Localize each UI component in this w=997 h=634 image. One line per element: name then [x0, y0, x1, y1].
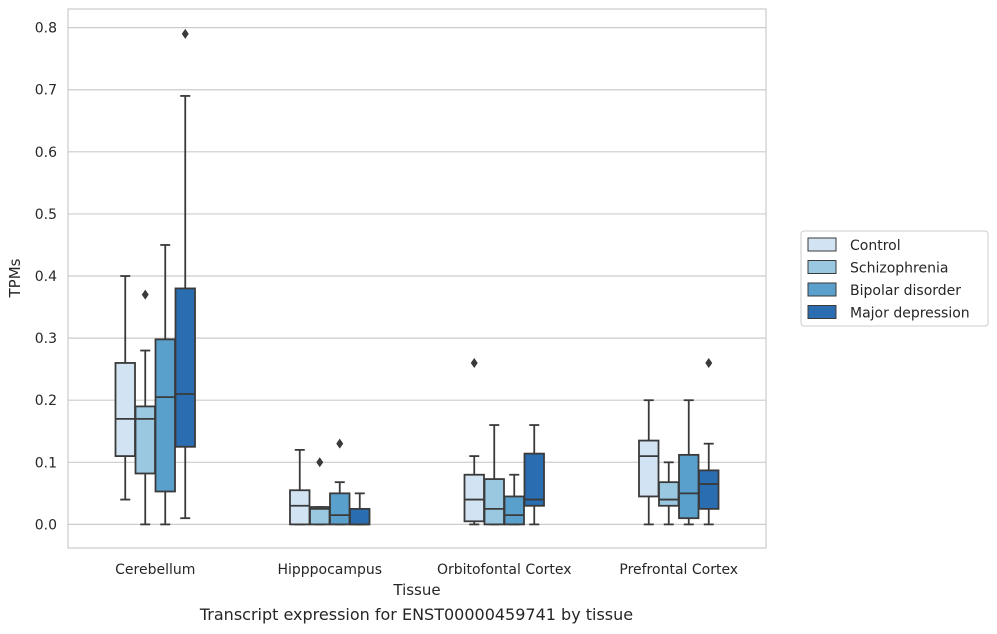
box [658, 481, 680, 507]
plot-frame [67, 8, 767, 549]
box [503, 495, 525, 526]
box-schizophrenia [309, 457, 331, 526]
y-tick-label: 0.1 [35, 455, 57, 471]
box-bipolar-disorder [329, 438, 351, 526]
outlier-point [181, 28, 189, 39]
box [329, 492, 351, 526]
legend-frame [800, 230, 989, 327]
box [463, 473, 485, 523]
legend-swatch [807, 305, 837, 319]
x-tick-label: Hipppocampus [277, 562, 382, 578]
box-major-depression [174, 28, 196, 520]
x-axis-label: Tissue [392, 581, 440, 599]
y-tick-label: 0.0 [35, 517, 57, 533]
legend-swatch [807, 282, 837, 297]
y-tick-label: 0.8 [35, 21, 57, 37]
legend-label: Schizophrenia [850, 261, 948, 277]
box-bipolar-disorder [678, 399, 700, 526]
outlier-point [316, 457, 324, 468]
y-tick-label: 0.4 [35, 269, 57, 285]
legend-label: Bipolar disorder [850, 283, 961, 299]
box-bipolar-disorder [154, 244, 176, 526]
legend-swatch [807, 237, 837, 252]
box-control [638, 399, 660, 526]
box-major-depression [698, 357, 720, 526]
legend-swatch [807, 260, 837, 274]
y-tick-label: 0.6 [35, 145, 57, 161]
box [349, 507, 371, 526]
box [114, 362, 136, 457]
outlier-point [470, 357, 478, 368]
y-tick-labels: 0.0 0.1 0.2 0.3 0.4 0.5 0.6 0.7 0.8 [35, 21, 57, 534]
x-tick-label: Cerebellum [115, 562, 195, 578]
y-tick-label: 0.7 [35, 83, 57, 99]
y-axis-label: TPMs [6, 258, 24, 298]
box-schizophrenia [134, 289, 156, 526]
box-schizophrenia [658, 461, 680, 526]
box-control [463, 357, 485, 526]
y-tick-label: 0.5 [35, 207, 57, 223]
box-major-depression [349, 492, 371, 526]
box [289, 489, 311, 526]
box [174, 287, 196, 448]
box [698, 469, 720, 510]
x-tick-label: Orbitofontal Cortex [437, 562, 572, 578]
box-bipolar-disorder [503, 473, 525, 526]
y-tick-label: 0.2 [35, 393, 57, 409]
box-control [289, 448, 311, 526]
box [483, 478, 505, 526]
legend: Control Schizophrenia Bipolar disorder Majo… [800, 230, 989, 327]
box-major-depression [523, 424, 545, 526]
box-series [114, 28, 720, 526]
x-tick-label: Prefrontal Cortex [619, 562, 738, 578]
box [134, 405, 156, 475]
box-control [114, 275, 136, 501]
box [638, 439, 660, 498]
outlier-point [141, 289, 149, 300]
box-schizophrenia [483, 424, 505, 526]
chart-caption: Transcript expression for ENST0000045974… [199, 605, 634, 624]
legend-label: Control [850, 238, 901, 254]
box [678, 453, 700, 520]
legend-label: Major depression [850, 306, 970, 322]
outlier-point [705, 357, 713, 368]
outlier-point [336, 438, 344, 449]
y-tick-label: 0.3 [35, 331, 57, 347]
box [523, 452, 545, 507]
box [154, 338, 176, 493]
x-tick-labels: Cerebellum Hipppocampus Orbitofontal Corte… [115, 562, 738, 578]
